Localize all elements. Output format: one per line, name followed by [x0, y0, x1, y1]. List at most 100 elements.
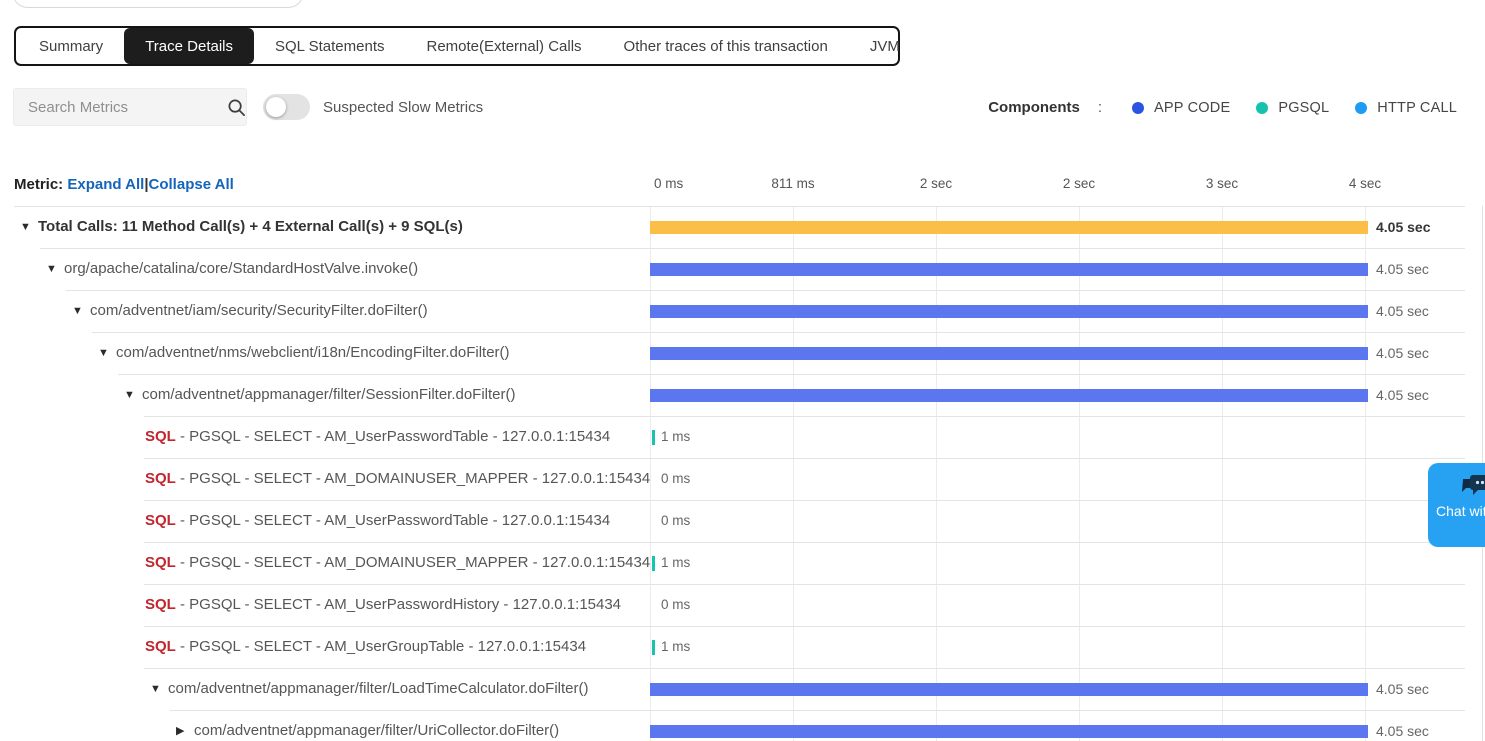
- row-separator: [66, 290, 1465, 291]
- row-duration-label: 4.05 sec: [1376, 219, 1431, 235]
- row-separator: [144, 584, 1465, 585]
- expand-row-icon[interactable]: ▶: [176, 725, 185, 737]
- duration-bar: [650, 221, 1368, 234]
- tab-trace-details[interactable]: Trace Details: [124, 28, 254, 64]
- inline-duration-value: 1 ms: [661, 429, 691, 444]
- legend-item-label: PGSQL: [1278, 99, 1330, 116]
- collapse-row-icon[interactable]: ▼: [150, 683, 161, 695]
- trace-row[interactable]: SQL - PGSQL - SELECT - AM_UserPasswordTa…: [0, 500, 1485, 542]
- row-separator: [144, 500, 1465, 501]
- sql-prefix: SQL: [145, 470, 176, 487]
- row-duration-label: 4.05 sec: [1376, 681, 1429, 697]
- chat-bubbles-icon: [1461, 475, 1485, 495]
- gridline: [1365, 206, 1366, 741]
- tab-jvm[interactable]: JVM: [869, 37, 900, 55]
- trace-row[interactable]: ▼ org/apache/catalina/core/StandardHostVa…: [0, 248, 1485, 290]
- metric-pipe: |: [144, 176, 149, 193]
- trace-row[interactable]: ▶ com/adventnet/appmanager/filter/UriColl…: [0, 710, 1485, 741]
- collapse-row-icon[interactable]: ▼: [46, 263, 57, 275]
- timeline-tick: 2 sec: [919, 176, 953, 191]
- suspected-slow-metrics-toggle[interactable]: [263, 94, 310, 120]
- row-separator: [92, 332, 1465, 333]
- legend-item-label: APP CODE: [1154, 99, 1231, 116]
- row-separator: [144, 416, 1465, 417]
- legend-title: Components: [988, 99, 1080, 116]
- sql-call-label: SQL - PGSQL - SELECT - AM_UserGroupTable…: [145, 638, 586, 655]
- legend-item-http-call: HTTP CALL: [1355, 100, 1457, 116]
- sql-call-label: SQL - PGSQL - SELECT - AM_UserPasswordTa…: [145, 428, 610, 445]
- legend-dot-icon: [1132, 101, 1145, 114]
- inline-duration-value: 0 ms: [661, 597, 691, 612]
- toggle-label: Suspected Slow Metrics: [323, 99, 484, 116]
- method-call-label: com/adventnet/appmanager/filter/UriColle…: [194, 722, 560, 739]
- sql-call-label: SQL - PGSQL - SELECT - AM_DOMAINUSER_MAP…: [145, 554, 650, 571]
- sql-statement-text: - PGSQL - SELECT - AM_DOMAINUSER_MAPPER …: [175, 554, 651, 571]
- tab-other-traces-of-this-transaction[interactable]: Other traces of this transaction: [623, 37, 828, 55]
- timeline-tick: 3 sec: [1205, 176, 1239, 191]
- sql-statement-text: - PGSQL - SELECT - AM_UserPasswordHistor…: [175, 596, 622, 613]
- gridline: [936, 206, 937, 741]
- row-duration-label: 4.05 sec: [1376, 261, 1429, 277]
- row-separator: [118, 374, 1465, 375]
- collapse-row-icon[interactable]: ▼: [124, 389, 135, 401]
- tab-remote-external-calls[interactable]: Remote(External) Calls: [426, 37, 582, 55]
- collapse-row-icon[interactable]: ▼: [98, 347, 109, 359]
- collapse-row-icon[interactable]: ▼: [72, 305, 83, 317]
- gridline: [1222, 206, 1223, 741]
- timeline-tick: 2 sec: [1062, 176, 1096, 191]
- metric-header: Metric: Expand All|Collapse All: [14, 176, 234, 193]
- trace-row[interactable]: SQL - PGSQL - SELECT - AM_UserPasswordTa…: [0, 416, 1485, 458]
- components-legend: Components : APP CODE PGSQL HTTP CALL: [988, 99, 1457, 116]
- toggle-knob: [266, 97, 286, 117]
- top-input-remnant[interactable]: [12, 0, 304, 8]
- row-separator: [144, 668, 1465, 669]
- metric-label: Metric:: [14, 176, 68, 193]
- gridline: [793, 206, 794, 741]
- trace-row[interactable]: SQL - PGSQL - SELECT - AM_DOMAINUSER_MAP…: [0, 458, 1485, 500]
- trace-row[interactable]: ▼ com/adventnet/iam/security/SecurityFilt…: [0, 290, 1485, 332]
- inline-duration-value: 0 ms: [661, 471, 691, 486]
- row-separator: [40, 248, 1465, 249]
- legend-item-app-code: APP CODE: [1132, 100, 1230, 116]
- row-separator: [144, 542, 1465, 543]
- duration-bar: [650, 263, 1368, 276]
- legend-dot-icon: [1355, 101, 1368, 114]
- collapse-all-link[interactable]: Collapse All: [148, 176, 234, 193]
- trace-row[interactable]: ▼ com/adventnet/appmanager/filter/Session…: [0, 374, 1485, 416]
- tab-bar: Summary Trace Details SQL Statements Remote…: [14, 26, 900, 66]
- trace-row[interactable]: ▼ Total Calls: 11 Method Call(s) + 4 Exte…: [0, 206, 1485, 248]
- method-call-label: Total Calls: 11 Method Call(s) + 4 Exter…: [38, 218, 463, 235]
- search-metrics-input[interactable]: [14, 98, 227, 116]
- trace-row[interactable]: SQL - PGSQL - SELECT - AM_UserPasswordHi…: [0, 584, 1485, 626]
- gridline: [650, 206, 651, 741]
- row-separator: [170, 710, 1465, 711]
- trace-row[interactable]: SQL - PGSQL - SELECT - AM_DOMAINUSER_MAP…: [0, 542, 1485, 584]
- duration-bar: [650, 683, 1368, 696]
- expand-all-link[interactable]: Expand All: [67, 176, 145, 193]
- trace-row[interactable]: SQL - PGSQL - SELECT - AM_UserGroupTable…: [0, 626, 1485, 668]
- trace-row[interactable]: ▼ com/adventnet/nms/webclient/i18n/Encodi…: [0, 332, 1485, 374]
- sql-prefix: SQL: [145, 596, 176, 613]
- chat-widget-button[interactable]: Chat with us!: [1428, 463, 1485, 547]
- legend-dot-icon: [1256, 101, 1269, 114]
- collapse-row-icon[interactable]: ▼: [20, 221, 31, 233]
- row-separator: [144, 458, 1465, 459]
- sql-call-label: SQL - PGSQL - SELECT - AM_UserPasswordTa…: [145, 512, 610, 529]
- search-icon[interactable]: [227, 98, 246, 117]
- duration-bar: [650, 389, 1368, 402]
- sql-call-label: SQL - PGSQL - SELECT - AM_UserPasswordHi…: [145, 596, 621, 613]
- legend-colon: :: [1097, 99, 1103, 116]
- duration-tick-bar: [652, 430, 655, 445]
- tab-sql-statements[interactable]: SQL Statements: [275, 37, 385, 55]
- trace-waterfall: ▼ Total Calls: 11 Method Call(s) + 4 Exte…: [0, 206, 1485, 741]
- row-duration-label: 4.05 sec: [1376, 345, 1429, 361]
- tab-summary[interactable]: Summary: [39, 37, 104, 55]
- method-call-label: com/adventnet/appmanager/filter/LoadTime…: [168, 680, 589, 697]
- sql-statement-text: - PGSQL - SELECT - AM_DOMAINUSER_MAPPER …: [175, 470, 651, 487]
- sql-prefix: SQL: [145, 428, 176, 445]
- method-call-label: org/apache/catalina/core/StandardHostVal…: [64, 260, 419, 277]
- trace-row[interactable]: ▼ com/adventnet/appmanager/filter/LoadTim…: [0, 668, 1485, 710]
- sql-prefix: SQL: [145, 512, 176, 529]
- row-duration-label: 4.05 sec: [1376, 387, 1429, 403]
